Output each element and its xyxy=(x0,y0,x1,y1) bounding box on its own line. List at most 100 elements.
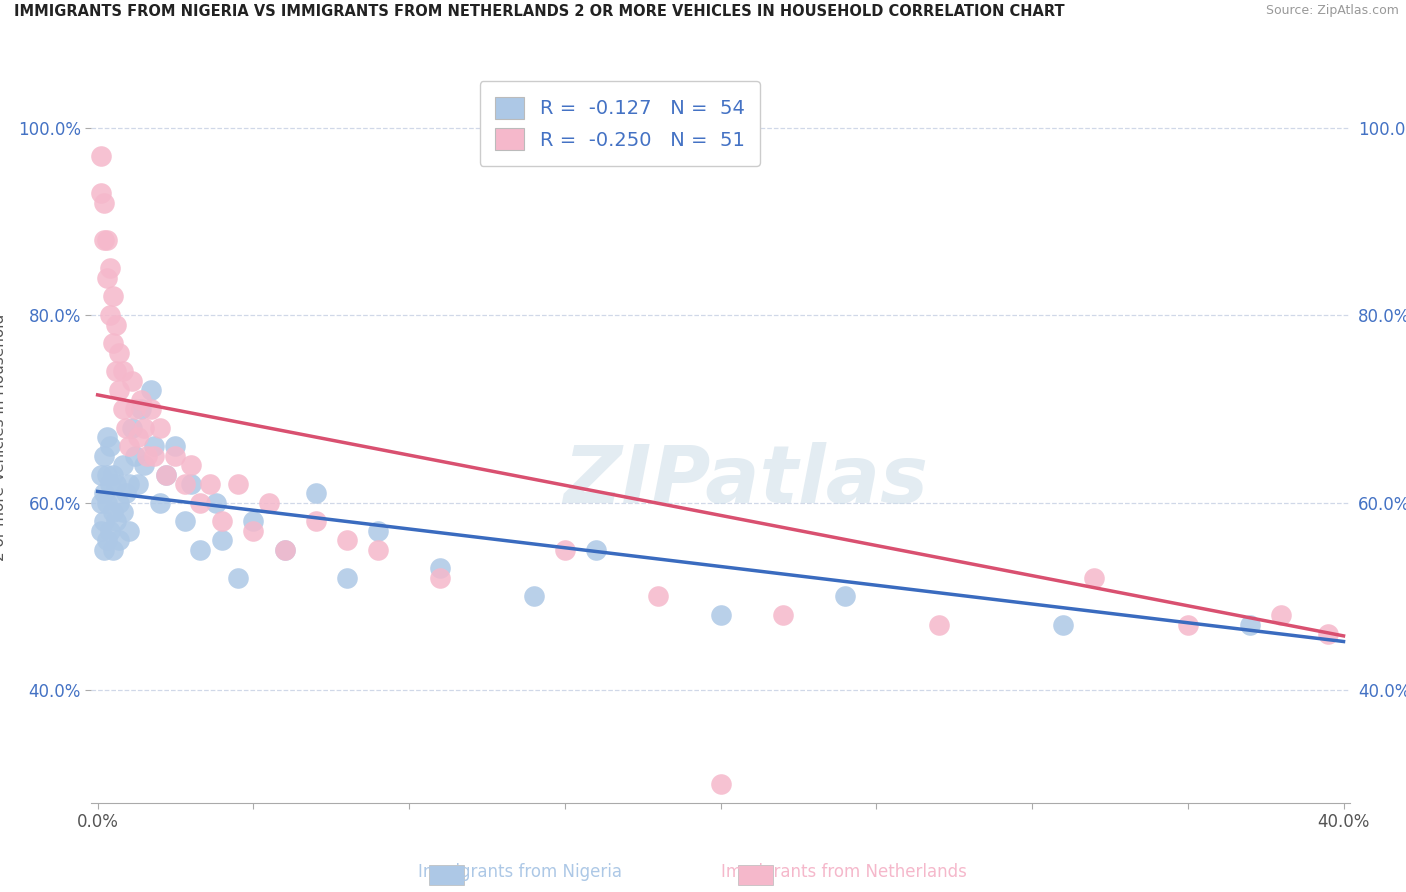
Legend: R =  -0.127   N =  54, R =  -0.250   N =  51: R = -0.127 N = 54, R = -0.250 N = 51 xyxy=(479,81,761,166)
Point xyxy=(111,505,134,519)
Point xyxy=(98,261,121,276)
Point xyxy=(103,467,125,482)
Point xyxy=(103,289,125,303)
Point xyxy=(523,590,546,604)
Point xyxy=(98,524,121,538)
Point xyxy=(114,486,136,500)
Point xyxy=(273,542,295,557)
Point xyxy=(190,542,212,557)
Point xyxy=(108,345,131,359)
Point xyxy=(242,524,264,538)
Text: Source: ZipAtlas.com: Source: ZipAtlas.com xyxy=(1265,4,1399,18)
Point xyxy=(155,467,177,482)
Point xyxy=(1052,617,1074,632)
Point xyxy=(242,515,264,529)
Point xyxy=(96,430,118,444)
Point xyxy=(121,420,143,434)
Point xyxy=(647,590,669,604)
Point xyxy=(928,617,950,632)
Point xyxy=(1239,617,1261,632)
Point xyxy=(96,533,118,548)
Point xyxy=(93,486,115,500)
Point xyxy=(118,440,141,454)
Point xyxy=(105,477,128,491)
Point xyxy=(93,542,115,557)
Point xyxy=(709,777,731,791)
Point xyxy=(90,524,112,538)
Text: IMMIGRANTS FROM NIGERIA VS IMMIGRANTS FROM NETHERLANDS 2 OR MORE VEHICLES IN HOU: IMMIGRANTS FROM NIGERIA VS IMMIGRANTS FR… xyxy=(14,4,1064,20)
Point xyxy=(90,496,112,510)
Point xyxy=(155,467,177,482)
Point xyxy=(554,542,576,557)
Point xyxy=(127,477,149,491)
Point xyxy=(367,542,389,557)
Point xyxy=(111,364,134,378)
Point xyxy=(585,542,607,557)
Point xyxy=(136,449,159,463)
Point xyxy=(1083,571,1105,585)
Point xyxy=(273,542,295,557)
Point xyxy=(180,477,202,491)
Text: Immigrants from Netherlands: Immigrants from Netherlands xyxy=(721,863,966,881)
Point xyxy=(142,449,165,463)
Point xyxy=(93,515,115,529)
Point xyxy=(127,430,149,444)
Point xyxy=(118,477,141,491)
Point xyxy=(93,233,115,247)
Point xyxy=(173,515,195,529)
Point xyxy=(139,383,162,397)
Point xyxy=(96,233,118,247)
Point xyxy=(198,477,221,491)
Point xyxy=(98,477,121,491)
Point xyxy=(211,515,233,529)
Point xyxy=(105,318,128,332)
Point xyxy=(105,515,128,529)
Point xyxy=(96,496,118,510)
Point xyxy=(205,496,228,510)
Point xyxy=(114,420,136,434)
Point xyxy=(118,524,141,538)
Point xyxy=(108,496,131,510)
Point xyxy=(190,496,212,510)
Point xyxy=(103,336,125,351)
Point xyxy=(211,533,233,548)
Point xyxy=(98,440,121,454)
Point xyxy=(257,496,280,510)
Point xyxy=(124,401,146,416)
Text: ZIPatlas: ZIPatlas xyxy=(564,442,928,520)
Text: Immigrants from Nigeria: Immigrants from Nigeria xyxy=(418,863,623,881)
Point xyxy=(90,467,112,482)
Point xyxy=(105,364,128,378)
Point xyxy=(305,515,328,529)
Point xyxy=(226,477,249,491)
Point xyxy=(103,542,125,557)
Point xyxy=(103,505,125,519)
Point xyxy=(129,401,152,416)
Point xyxy=(429,561,451,575)
Point xyxy=(96,467,118,482)
Point xyxy=(1177,617,1199,632)
Y-axis label: 2 or more Vehicles in Household: 2 or more Vehicles in Household xyxy=(0,313,7,561)
Point xyxy=(108,533,131,548)
Point xyxy=(149,496,172,510)
Point xyxy=(93,195,115,210)
Point xyxy=(305,486,328,500)
Point xyxy=(124,449,146,463)
Point xyxy=(1270,608,1292,623)
Point xyxy=(129,392,152,407)
Point xyxy=(139,401,162,416)
Point xyxy=(111,401,134,416)
Point xyxy=(96,270,118,285)
Point xyxy=(134,420,156,434)
Point xyxy=(121,374,143,388)
Point xyxy=(98,308,121,322)
Point xyxy=(173,477,195,491)
Point xyxy=(149,420,172,434)
Point xyxy=(180,458,202,473)
Point xyxy=(834,590,856,604)
Point xyxy=(93,449,115,463)
Point xyxy=(165,440,187,454)
Point xyxy=(142,440,165,454)
Point xyxy=(90,186,112,201)
Point xyxy=(367,524,389,538)
